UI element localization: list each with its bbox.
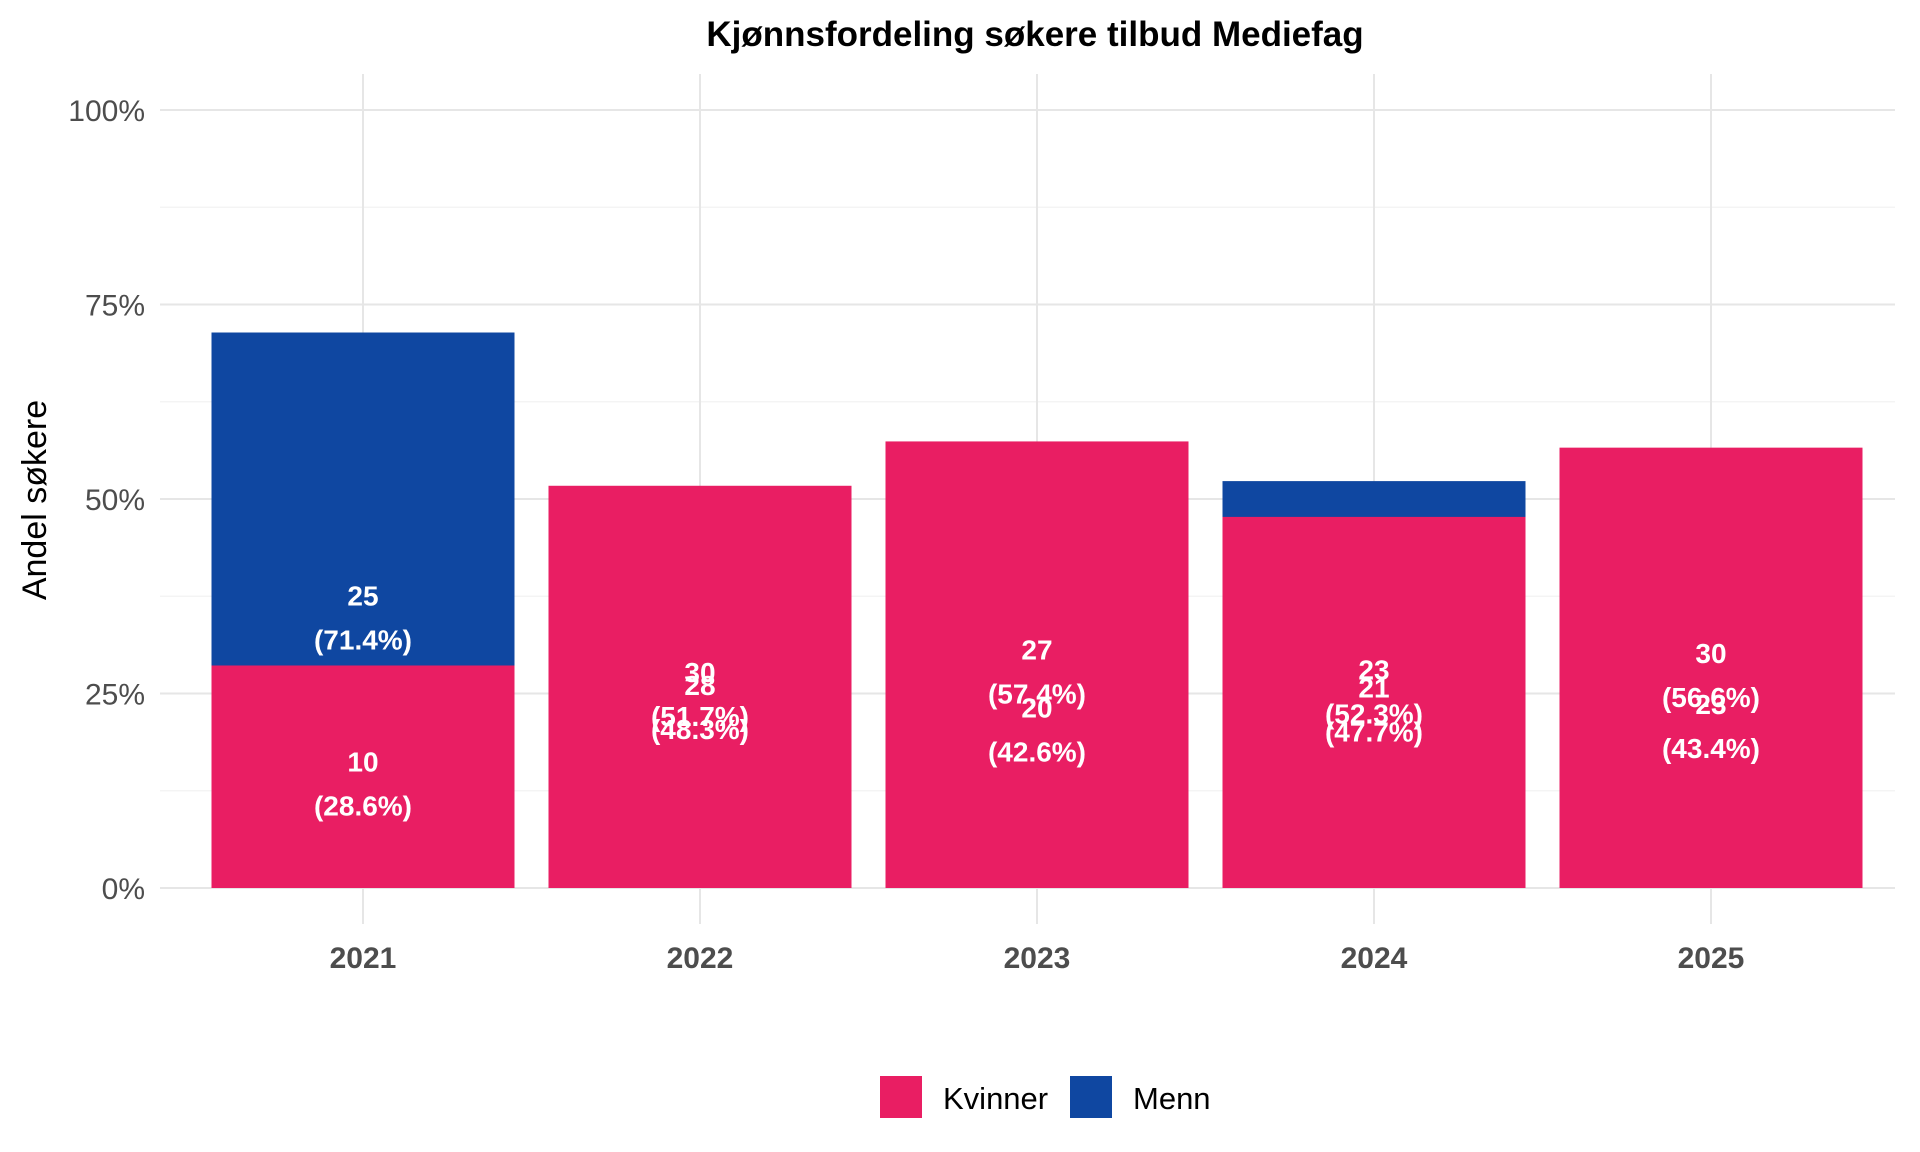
legend-label-kvinner: Kvinner — [943, 1081, 1048, 1116]
data-label-kvinner-2022: 30 (51.7%) — [651, 657, 749, 732]
data-label-kvinner-2021: 10 (28.6%) — [314, 747, 412, 822]
x-tick-label: 2024 — [1341, 942, 1408, 975]
bar-segment-kvinner-2025 — [1559, 447, 1863, 888]
legend-swatch-kvinner — [880, 1076, 922, 1118]
x-tick-label: 2025 — [1678, 942, 1745, 975]
bar-layer — [211, 332, 1863, 888]
axis-layer: 0% 25% 50% 75% 100% 2021 2022 2023 2024 2025 — [68, 95, 1744, 975]
x-tick-label: 2022 — [667, 942, 734, 975]
legend-swatch-menn — [1070, 1076, 1112, 1118]
data-label-menn-2023: 20 (42.6%) — [988, 692, 1086, 767]
y-tick-label: 0% — [102, 873, 145, 906]
x-tick-label: 2021 — [330, 942, 397, 975]
chart-title: Kjønnsfordeling søkere tilbud Mediefag — [706, 15, 1363, 54]
data-label-kvinner-2025: 30 (56.6%) — [1662, 638, 1760, 713]
x-tick-label: 2023 — [1004, 942, 1071, 975]
y-tick-label: 75% — [85, 290, 145, 323]
legend: Kvinner Menn — [880, 1076, 1211, 1118]
data-label-menn-2024: 23 (52.3%) — [1325, 655, 1423, 730]
y-tick-label: 25% — [85, 679, 145, 712]
data-label-menn-2025: 23 (43.4%) — [1662, 689, 1760, 764]
bar-segment-kvinner-2024 — [1222, 516, 1526, 888]
data-label-menn-2021: 25 (71.4%) — [314, 580, 412, 655]
bar-segment-kvinner-2023 — [885, 441, 1189, 888]
y-tick-label: 100% — [68, 95, 145, 128]
legend-label-menn: Menn — [1133, 1081, 1211, 1116]
y-axis-label: Andel søkere — [16, 400, 54, 600]
data-label-kvinner-2024: 21 (47.7%) — [1325, 672, 1423, 747]
bar-segment-kvinner-2022 — [548, 485, 852, 888]
bar-segment-kvinner-2021 — [211, 665, 515, 888]
y-tick-label: 50% — [85, 484, 145, 517]
data-label-menn-2022: 28 (48.3%) — [651, 670, 749, 745]
data-label-kvinner-2023: 27 (57.4%) — [988, 635, 1086, 710]
data-label-layer: 25 (71.4%) 10 (28.6%) 28 (48.3%)30 (51.7%) 20 (4… — [314, 580, 1760, 821]
